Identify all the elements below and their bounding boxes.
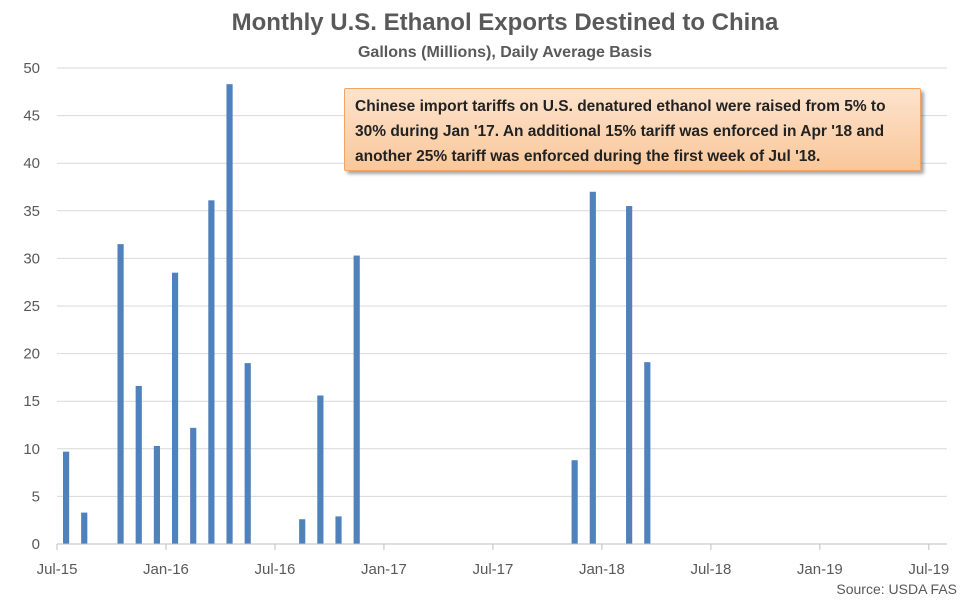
y-tick-label: 50 (23, 60, 40, 77)
x-tick-label: Jul-17 (472, 561, 513, 578)
bar-nov-15 (135, 385, 142, 544)
bar-sep-16 (317, 395, 324, 544)
bar-dec-15 (153, 445, 160, 544)
bar-jul-15 (62, 451, 70, 544)
source-note: Source: USDA FAS (836, 581, 957, 597)
bar-nov-17 (571, 460, 578, 544)
bar-aug-15 (81, 512, 88, 544)
x-tick-label: Jan-19 (797, 561, 843, 578)
tariff-annotation: Chinese import tariffs on U.S. denatured… (344, 88, 921, 171)
y-tick-label: 0 (32, 536, 40, 553)
y-tick-label: 30 (23, 250, 40, 267)
bar-feb-16 (190, 427, 197, 544)
y-tick-label: 40 (23, 155, 40, 172)
bar-mar-16 (208, 200, 215, 544)
x-tick-label: Jan-17 (361, 561, 407, 578)
bar-aug-16 (299, 519, 306, 544)
bar-nov-16 (353, 255, 360, 544)
x-tick-label: Jul-19 (908, 561, 949, 578)
y-tick-label: 20 (23, 346, 40, 363)
bar-oct-15 (117, 244, 124, 544)
y-tick-label: 10 (23, 441, 40, 458)
x-tick-label: Jul-15 (37, 561, 78, 578)
bar-dec-17 (589, 191, 596, 544)
y-axis-ticks: 0 5 10 15 20 25 30 35 40 45 50 (23, 60, 40, 553)
bar-feb-18 (626, 206, 633, 545)
y-tick-label: 15 (23, 393, 40, 410)
x-tick-label: Jul-18 (690, 561, 731, 578)
chart-subtitle: Gallons (Millions), Daily Average Basis (358, 44, 652, 61)
x-axis-ticks: Jul-15 Jan-16 Jul-16 Jan-17 Jul-17 Jan-18 Jul-… (37, 544, 949, 578)
y-tick-label: 5 (32, 488, 40, 505)
y-tick-label: 45 (23, 108, 40, 125)
y-tick-label: 25 (23, 298, 40, 315)
x-tick-label: Jan-16 (143, 561, 189, 578)
bar-mar-18 (644, 362, 651, 544)
chart-title: Monthly U.S. Ethanol Exports Destined to… (232, 9, 779, 36)
bar-jan-16 (171, 272, 179, 544)
x-tick-label: Jan-18 (579, 561, 625, 578)
y-tick-label: 35 (23, 203, 40, 220)
bar-apr-16 (226, 84, 233, 545)
x-tick-label: Jul-16 (255, 561, 296, 578)
bar-oct-16 (335, 516, 342, 544)
bars (62, 84, 651, 545)
bar-may-16 (244, 363, 251, 544)
